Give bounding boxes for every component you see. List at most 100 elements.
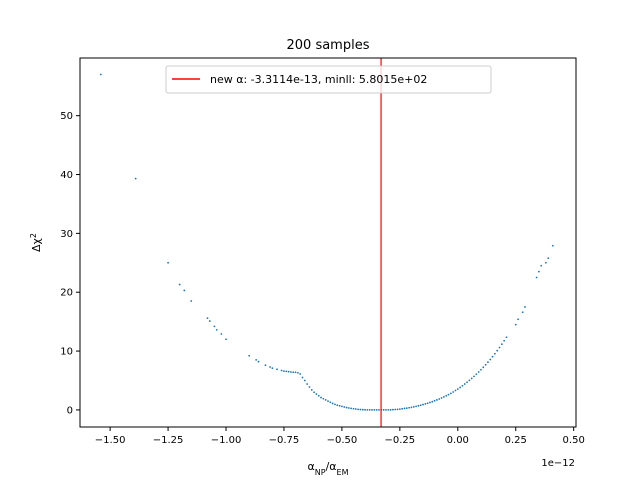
data-point [535, 276, 538, 279]
data-point [461, 384, 464, 387]
data-point [440, 397, 443, 399]
data-point [392, 408, 394, 411]
data-point [456, 388, 459, 390]
data-point [493, 352, 496, 355]
data-point [283, 370, 285, 372]
data-point [387, 408, 390, 411]
data-point [336, 404, 339, 407]
data-point [375, 409, 378, 411]
data-point [308, 386, 311, 388]
legend-entry-label: new α: -3.3114e-13, minll: 5.8015e+02 [210, 73, 427, 86]
data-point [290, 371, 292, 373]
data-point [134, 177, 137, 180]
data-point [296, 371, 299, 374]
data-point [470, 377, 473, 380]
data-point [445, 394, 448, 397]
data-point [429, 401, 431, 404]
x-tick-label: −0.75 [269, 435, 300, 446]
data-point [334, 403, 336, 406]
data-point [320, 396, 322, 399]
data-point [410, 406, 413, 409]
data-point [208, 320, 211, 322]
data-point [540, 264, 543, 267]
data-point [394, 408, 397, 411]
data-point [99, 73, 102, 76]
data-point [371, 409, 373, 411]
data-point [442, 396, 445, 398]
x-tick-label: −0.50 [327, 435, 358, 446]
data-points [99, 73, 554, 411]
data-point [276, 368, 278, 371]
data-point [463, 383, 466, 385]
data-point [190, 300, 193, 302]
data-point [292, 371, 295, 374]
data-point [424, 403, 427, 405]
data-point [396, 408, 399, 411]
data-point [389, 408, 392, 411]
data-point [347, 407, 350, 409]
x-axis: −1.50 −1.25 −1.00 −0.75 −0.50 −0.25 0.00 0.25 0.… [95, 427, 585, 446]
data-point [313, 391, 315, 394]
data-point [419, 404, 422, 407]
chart-title: 200 samples [287, 38, 370, 53]
data-point [310, 389, 313, 391]
x-axis-label: αNP/αEM [307, 460, 348, 477]
data-point [264, 364, 267, 367]
data-point [378, 409, 380, 411]
data-point [357, 408, 360, 411]
legend: new α: -3.3114e-13, minll: 5.8015e+02 [165, 65, 492, 94]
legend-frame [165, 65, 492, 94]
data-point [415, 405, 417, 408]
x-tick-label: −1.25 [153, 435, 184, 446]
data-point [524, 306, 526, 308]
y-tick-label: 10 [60, 347, 73, 358]
x-tick-label: −1.50 [95, 435, 126, 446]
x-tick-label: 0.25 [505, 435, 527, 446]
data-point [496, 349, 499, 352]
data-point [422, 403, 424, 406]
data-point [521, 311, 524, 314]
data-point [459, 386, 462, 389]
data-point [447, 393, 450, 396]
x-tick-label: −0.25 [385, 435, 416, 446]
data-point [433, 399, 436, 402]
data-point [480, 368, 482, 371]
data-point [431, 400, 434, 403]
data-point [475, 373, 478, 376]
data-point [452, 391, 455, 393]
data-point [477, 371, 480, 373]
data-point [454, 389, 457, 392]
data-point [350, 407, 353, 410]
data-point [257, 360, 260, 363]
data-point [551, 244, 554, 247]
y-tick-label: 30 [60, 229, 73, 240]
data-point [269, 366, 271, 368]
data-point [466, 381, 468, 384]
data-point [484, 363, 487, 366]
data-point [317, 394, 320, 397]
data-point [503, 339, 506, 342]
data-point [436, 399, 438, 401]
data-point [517, 318, 519, 321]
data-point [178, 283, 181, 286]
plot-frame [79, 57, 577, 428]
data-point [331, 402, 334, 405]
data-point [412, 405, 415, 408]
data-point [538, 270, 540, 273]
data-point [301, 376, 304, 379]
data-point [315, 393, 318, 395]
data-point [482, 366, 485, 369]
data-point [215, 328, 218, 331]
data-point [329, 401, 332, 404]
data-point [398, 408, 401, 411]
data-point [547, 257, 550, 259]
data-point [514, 323, 517, 326]
data-point [327, 400, 329, 403]
data-point [491, 355, 494, 358]
data-point [438, 398, 441, 400]
data-point [220, 333, 223, 335]
x-axis-offset-label: 1e−12 [541, 458, 575, 469]
data-point [505, 336, 508, 339]
data-point [354, 408, 357, 410]
data-point [544, 261, 547, 264]
